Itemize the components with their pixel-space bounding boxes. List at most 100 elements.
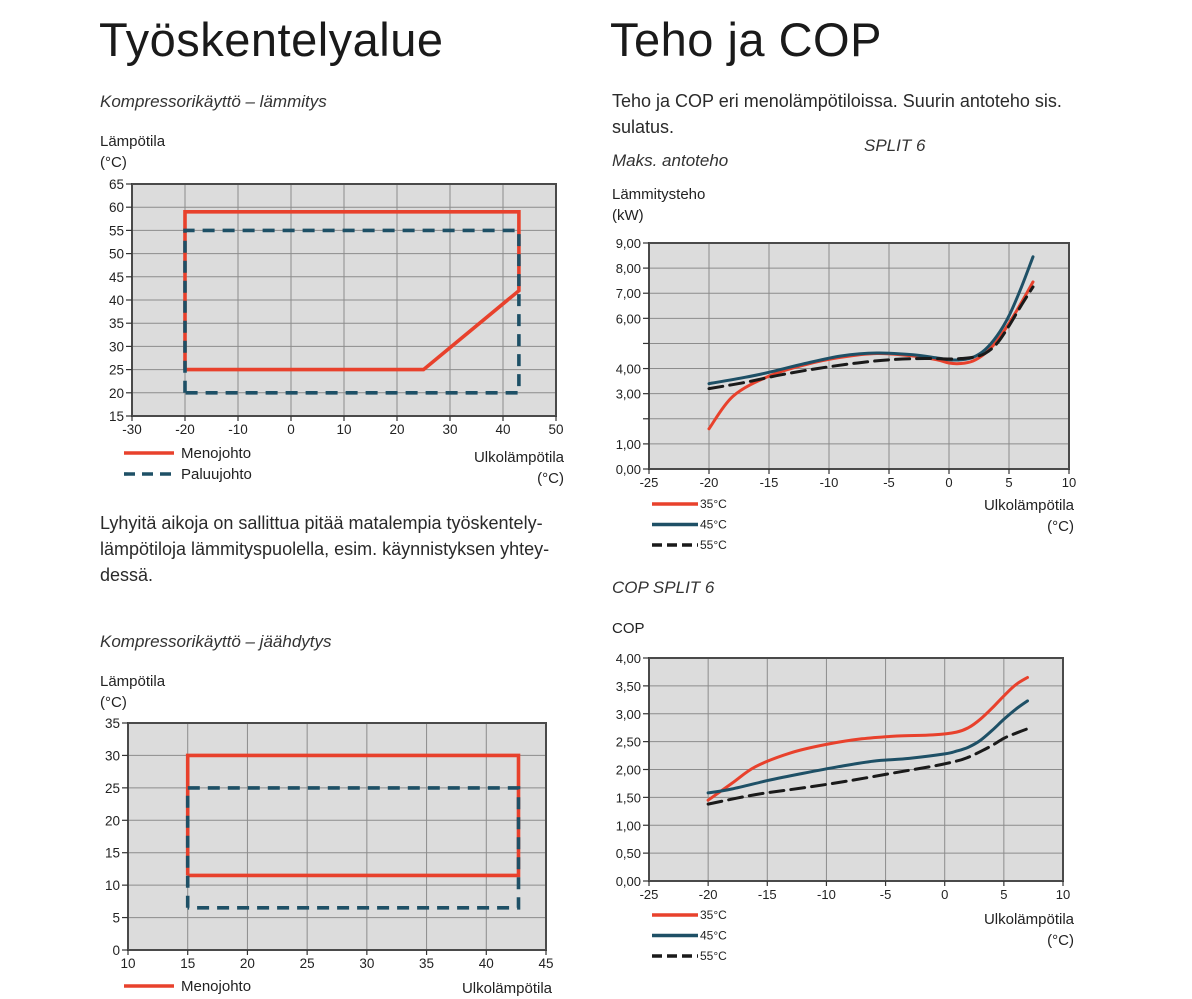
power-xlabel-line2: (°C) [1047, 518, 1074, 535]
cop-ytick-label: 2,00 [616, 763, 641, 778]
power-xtick-label: -20 [700, 475, 719, 490]
note-line-1: Lyhyitä aikoja on sallittua pitää matale… [100, 513, 543, 533]
heating-series-Menojohto [183, 210, 521, 372]
cooling-ytick-label: 35 [105, 716, 120, 731]
heating-xtick-label: 40 [495, 422, 510, 437]
heating-xtick-label: 20 [389, 422, 404, 437]
heating-legend-label: Paluujohto [181, 466, 252, 483]
heating-ytick-label: 50 [109, 247, 124, 262]
heating-xtick-label: 0 [287, 422, 295, 437]
heating-xlabel-line1: Ulkolämpötila [473, 449, 564, 466]
power-ytick-label: 8,00 [616, 261, 641, 276]
heating-ylabel: Lämpötila (°C) [100, 131, 165, 173]
cop-legend-label: 35°C [700, 908, 727, 922]
cooling-xtick-label: 45 [538, 956, 553, 971]
power-xlabel-line1: Ulkolämpötila [983, 497, 1074, 514]
heating-xtick-label: 30 [442, 422, 457, 437]
heating-chart-group: 15 20 25 30 35 40 45 50 55 60 65 -30 -20 -10 0 10 20 30 40… [109, 177, 564, 483]
cop-xtick-label: -10 [817, 887, 836, 902]
heating-subtitle: Kompressorikäyttö – lämmitys [100, 92, 327, 111]
heating-xtick-label: -20 [175, 422, 195, 437]
power-xtick-label: 10 [1062, 475, 1076, 490]
cooling-legend-label: Menojohto [181, 978, 251, 995]
cooling-plot-area [128, 723, 546, 950]
cop-series-55C [706, 727, 1029, 806]
cop-ylabel: COP [612, 618, 645, 639]
cooling-ytick-label: 25 [105, 781, 120, 796]
heating-ytick-label: 30 [109, 339, 124, 354]
power-legend-label: 35°C [700, 497, 727, 511]
cooling-ytick-label: 30 [105, 748, 120, 763]
heating-legend-label: Menojohto [181, 445, 251, 462]
heating-xlabel: Ulkolämpötila (°C) [462, 447, 564, 489]
power-ytick-label: 9,00 [616, 236, 641, 251]
cooling-frame [127, 722, 547, 951]
cop-ytick-label: 1,50 [616, 790, 641, 805]
cooling-ytick-label: 0 [112, 943, 120, 958]
cop-legend-label: 45°C [700, 929, 727, 943]
cooling-xtick-label: 30 [359, 956, 374, 971]
heating-ytick-label: 40 [109, 293, 124, 308]
intro-paragraph: Teho ja COP eri menolämpötiloissa. Suuri… [612, 88, 1152, 140]
power-ytick-label: 0,00 [616, 462, 641, 477]
cop-xtick-label: 0 [941, 887, 948, 902]
power-xlabel: Ulkolämpötila (°C) [964, 495, 1074, 537]
heating-ytick-label: 55 [109, 223, 124, 238]
cop-xtick-label: -5 [880, 887, 892, 902]
cop-series-35C [706, 676, 1029, 802]
cooling-xtick-label: 35 [419, 956, 434, 971]
power-xtick-label: 0 [945, 475, 952, 490]
power-ytick-label: 6,00 [616, 311, 641, 326]
heating-ytick-label: 35 [109, 316, 124, 331]
cop-ytick-label: 0,00 [616, 874, 641, 889]
heating-xtick-label: -10 [228, 422, 248, 437]
cop-ytick-label: 1,00 [616, 818, 641, 833]
power-xtick-label: -5 [883, 475, 895, 490]
cooling-xtick-label: 10 [120, 956, 135, 971]
cop-xtick-label: -25 [640, 887, 659, 902]
heating-ylabel-line1: Lämpötila [100, 133, 166, 150]
cooling-ytick-label: 10 [105, 878, 120, 893]
power-frame [648, 242, 1070, 470]
cooling-xtick-label: 40 [479, 956, 494, 971]
cooling-ytick-label: 20 [105, 813, 120, 828]
heating-xtick-label: 10 [336, 422, 351, 437]
power-ylabel-line2: (kW) [612, 207, 644, 224]
cop-legend-label: 55°C [700, 949, 727, 963]
cooling-ytick-label: 5 [112, 911, 120, 926]
intro-line-2: sulatus. [612, 117, 675, 137]
cop-ytick-label: 3,00 [616, 707, 641, 722]
cooling-series-Paluujohto [185, 786, 521, 910]
cop-xlabel-line1: Ulkolämpötila [983, 911, 1074, 928]
note-line-3: dessä. [100, 565, 154, 585]
power-xtick-label: 5 [1005, 475, 1012, 490]
power-xtick-label: -15 [760, 475, 779, 490]
cooling-ylabel-line1: Lämpötila [100, 673, 166, 690]
power-ytick-label: 7,00 [616, 286, 641, 301]
cooling-series-Menojohto [185, 753, 521, 878]
cop-chart-group: 0,00 0,50 1,00 1,50 2,00 2,50 3,00 3,50 4,00 -25 -… [616, 651, 1071, 963]
cop-xlabel: Ulkolämpötila (°C) [964, 909, 1074, 951]
cop-subtitle: COP SPLIT 6 [612, 578, 715, 597]
cop-xlabel-line2: (°C) [1047, 932, 1074, 949]
note-paragraph: Lyhyitä aikoja on sallittua pitää matale… [100, 510, 600, 588]
power-xtick-label: -25 [640, 475, 659, 490]
power-legend-label: 55°C [700, 538, 727, 552]
cop-xtick-label: -15 [758, 887, 777, 902]
cop-ytick-label: 3,50 [616, 679, 641, 694]
right-title: Teho ja COP [610, 13, 882, 66]
power-chart-group: 0,00 1,00 3,00 4,00 6,00 7,00 8,00 9,00 -25 -20 -1… [616, 236, 1077, 552]
power-ylabel-line1: Lämmitysteho [612, 186, 706, 203]
heating-xtick-label: 50 [548, 422, 563, 437]
intro-line-1: Teho ja COP eri menolämpötiloissa. Suuri… [612, 91, 1062, 111]
heating-ytick-label: 65 [109, 177, 124, 192]
cop-xtick-label: -20 [699, 887, 718, 902]
left-title: Työskentelyalue [99, 13, 444, 66]
cop-ytick-label: 4,00 [616, 651, 641, 666]
power-series-55C [707, 285, 1035, 391]
split-label: SPLIT 6 [864, 136, 926, 155]
power-subtitle: Maks. antoteho [612, 151, 729, 170]
cooling-xtick-label: 15 [180, 956, 195, 971]
cop-ytick-label: 0,50 [616, 846, 641, 861]
